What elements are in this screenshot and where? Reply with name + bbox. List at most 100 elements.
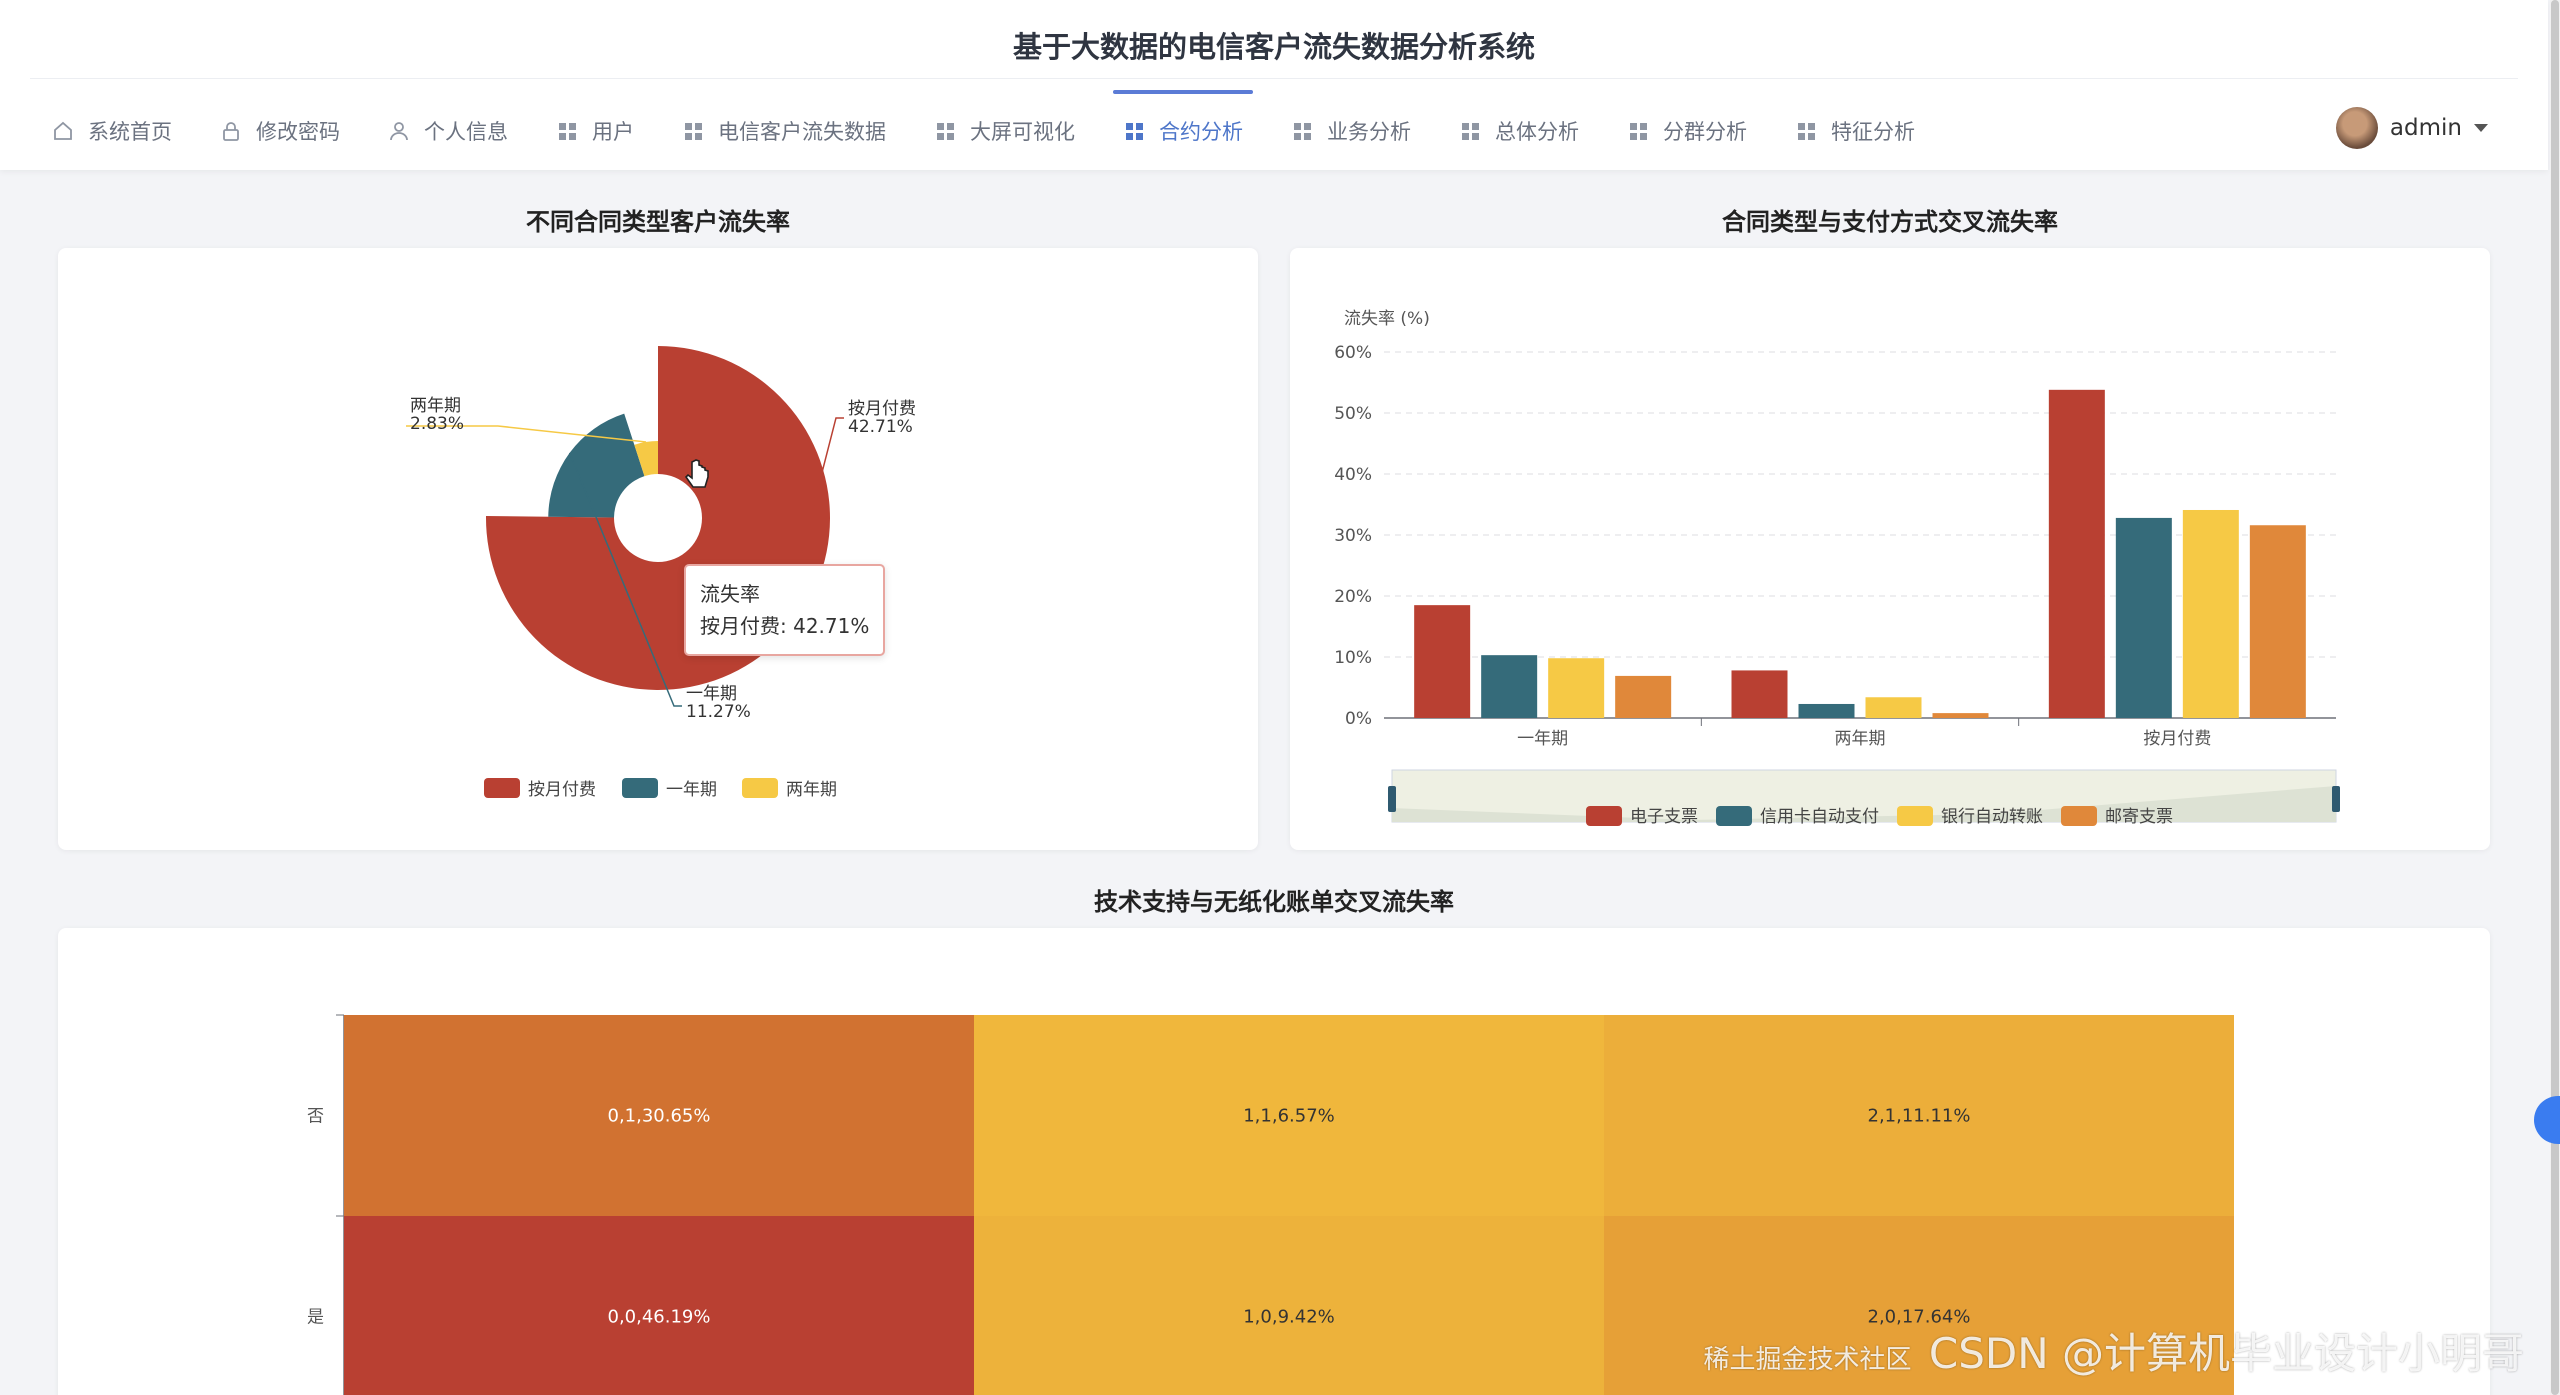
- nav-item-2[interactable]: 个人信息: [364, 92, 532, 170]
- user-menu[interactable]: admin: [2335, 107, 2488, 149]
- datazoom-handle-right[interactable]: [2332, 786, 2340, 812]
- nav-item-label: 系统首页: [88, 120, 172, 144]
- grid-icon: [934, 120, 956, 142]
- heatmap-cell-label-0-1: 1,1,6.57%: [1243, 1106, 1335, 1127]
- pie-slice-1[interactable]: [548, 413, 645, 518]
- bar-legend-label-3[interactable]: 邮寄支票: [2105, 807, 2173, 827]
- nav-item-label: 电信客户流失数据: [718, 120, 886, 144]
- nav-item-0[interactable]: 系统首页: [28, 92, 196, 170]
- nav-item-4[interactable]: 电信客户流失数据: [658, 92, 910, 170]
- app-title: 基于大数据的电信客户流失数据分析系统: [1012, 30, 1535, 64]
- heatmap-title: 技术支持与无纸化账单交叉流失率: [1094, 888, 1454, 916]
- heatmap-cell-0-0[interactable]: [344, 1015, 974, 1216]
- bar-0-1[interactable]: [1481, 655, 1538, 718]
- pie-legend-swatch-2[interactable]: [742, 778, 778, 798]
- bar-2-2[interactable]: [2182, 509, 2239, 718]
- caret-down-icon[interactable]: [2474, 124, 2488, 132]
- nav-item-10[interactable]: 特征分析: [1771, 92, 1939, 170]
- bar-1-2[interactable]: [1865, 697, 1922, 718]
- heatmap-cell-label-0-2: 2,1,11.11%: [1868, 1106, 1971, 1127]
- bar-chart[interactable]: 流失率 (%) 0% 10% 20% 30% 40% 50% 60% 一年期 两年期 按月付费电子支…: [1290, 248, 2490, 850]
- scrollbar[interactable]: [2550, 0, 2560, 1395]
- bar-chart-title: 合同类型与支付方式交叉流失率: [1722, 208, 2058, 236]
- bar-2-1[interactable]: [2115, 517, 2172, 718]
- bar-legend-label-2[interactable]: 银行自动转账: [1941, 807, 2043, 827]
- top-header: 基于大数据的电信客户流失数据分析系统 系统首页 修改密码 个人信息 用户 电信客户流失数…: [0, 0, 2548, 170]
- tooltip-value: 按月付费: 42.71%: [700, 614, 870, 638]
- bar-ytick-1: 10%: [1334, 648, 1372, 668]
- main-nav: 系统首页 修改密码 个人信息 用户 电信客户流失数据 大屏可视化 合约分析 业务分析 总体分析 分…: [28, 90, 1939, 170]
- home-icon: [52, 120, 74, 142]
- nav-item-6[interactable]: 合约分析: [1099, 90, 1267, 170]
- bar-legend-label-0[interactable]: 电子支票: [1630, 807, 1698, 827]
- nav-item-label: 用户: [592, 120, 634, 144]
- avatar[interactable]: [2335, 107, 2378, 149]
- pie-label-name-2: 两年期: [410, 396, 461, 416]
- bar-legend-swatch-3[interactable]: [2061, 806, 2097, 826]
- pie-legend-label-1[interactable]: 一年期: [666, 780, 717, 800]
- pie-legend-label-2[interactable]: 两年期: [786, 780, 837, 800]
- bar-ytick-2: 20%: [1334, 587, 1372, 607]
- bar-ytick-5: 50%: [1334, 404, 1372, 424]
- header-divider: [30, 78, 2518, 79]
- nav-item-5[interactable]: 大屏可视化: [910, 92, 1099, 170]
- nav-item-label: 特征分析: [1831, 120, 1915, 144]
- heatmap-ylabel-1: 是: [307, 1308, 324, 1328]
- bar-ytick-0: 0%: [1345, 709, 1372, 729]
- nav-item-label: 大屏可视化: [970, 120, 1075, 144]
- bar-ytick-6: 60%: [1334, 343, 1372, 363]
- chart-tooltip: 流失率 按月付费: 42.71%: [684, 564, 886, 656]
- pie-chart-card: 按月付费 42.71% 一年期 11.27% 两年期 2.83% 按月付费 一年期 两年期 流失…: [58, 248, 1258, 850]
- pie-leader-2: [406, 425, 647, 443]
- nav-item-7[interactable]: 业务分析: [1267, 92, 1435, 170]
- bar-legend-label-1[interactable]: 信用卡自动支付: [1760, 807, 1879, 827]
- bar-2-0[interactable]: [2048, 389, 2105, 718]
- bar-1-1[interactable]: [1798, 703, 1855, 718]
- side-toggle-button[interactable]: [2534, 1096, 2560, 1144]
- heatmap-cell-0-1[interactable]: [974, 1015, 1604, 1216]
- heatmap-chart[interactable]: 否 0,1,30.65% 1,1,6.57% 2,1,11.11% 是 0,0,46.19…: [58, 928, 2490, 1395]
- bar-legend-swatch-0[interactable]: [1586, 806, 1622, 826]
- grid-icon: [556, 120, 578, 142]
- heatmap-cell-1-1[interactable]: [974, 1216, 1604, 1395]
- bar-1-3[interactable]: [1932, 713, 1989, 718]
- heatmap-cell-1-2[interactable]: [1604, 1216, 2234, 1395]
- pie-legend-label-0[interactable]: 按月付费: [528, 780, 596, 800]
- nav-item-3[interactable]: 用户: [532, 92, 658, 170]
- datazoom-handle-left[interactable]: [1388, 786, 1396, 812]
- datazoom-preview: [1392, 786, 2336, 822]
- bar-ytick-3: 30%: [1334, 526, 1372, 546]
- bar-legend-swatch-2[interactable]: [1897, 806, 1933, 826]
- bar-2-3[interactable]: [2249, 525, 2306, 718]
- bar-0-0[interactable]: [1414, 605, 1471, 718]
- pie-chart-title: 不同合同类型客户流失率: [526, 208, 790, 236]
- scrollbar-thumb[interactable]: [2551, 0, 2559, 1395]
- pie-leader-1: [568, 452, 682, 707]
- pie-slice-2[interactable]: [634, 441, 658, 477]
- bar-xtick-label-1: 两年期: [1835, 729, 1886, 749]
- pie-label-value-2: 2.83%: [410, 414, 464, 434]
- heatmap-cell-1-0[interactable]: [344, 1216, 974, 1395]
- pie-label-value-0: 42.71%: [848, 417, 913, 437]
- username[interactable]: admin: [2389, 115, 2462, 141]
- nav-item-label: 总体分析: [1495, 120, 1579, 144]
- bar-legend-swatch-1[interactable]: [1716, 806, 1752, 826]
- bar-0-3[interactable]: [1615, 675, 1672, 718]
- nav-item-1[interactable]: 修改密码: [196, 92, 364, 170]
- nav-item-8[interactable]: 总体分析: [1435, 92, 1603, 170]
- bar-1-0[interactable]: [1731, 670, 1788, 718]
- heatmap-cell-0-2[interactable]: [1604, 1015, 2234, 1216]
- nav-item-label: 个人信息: [424, 120, 508, 144]
- heatmap-cell-label-0-0: 0,1,30.65%: [608, 1106, 711, 1127]
- pie-legend-swatch-0[interactable]: [484, 778, 520, 798]
- bar-ytick-4: 40%: [1334, 465, 1372, 485]
- heatmap-cell-label-1-0: 0,0,46.19%: [608, 1307, 711, 1328]
- bar-0-2[interactable]: [1548, 658, 1605, 718]
- pie-label-value-1: 11.27%: [686, 702, 751, 722]
- nav-item-9[interactable]: 分群分析: [1603, 92, 1771, 170]
- nav-item-label: 业务分析: [1327, 120, 1411, 144]
- pie-legend-swatch-1[interactable]: [622, 778, 658, 798]
- grid-icon: [682, 120, 704, 142]
- bar-xtick-label-2: 按月付费: [2143, 729, 2211, 749]
